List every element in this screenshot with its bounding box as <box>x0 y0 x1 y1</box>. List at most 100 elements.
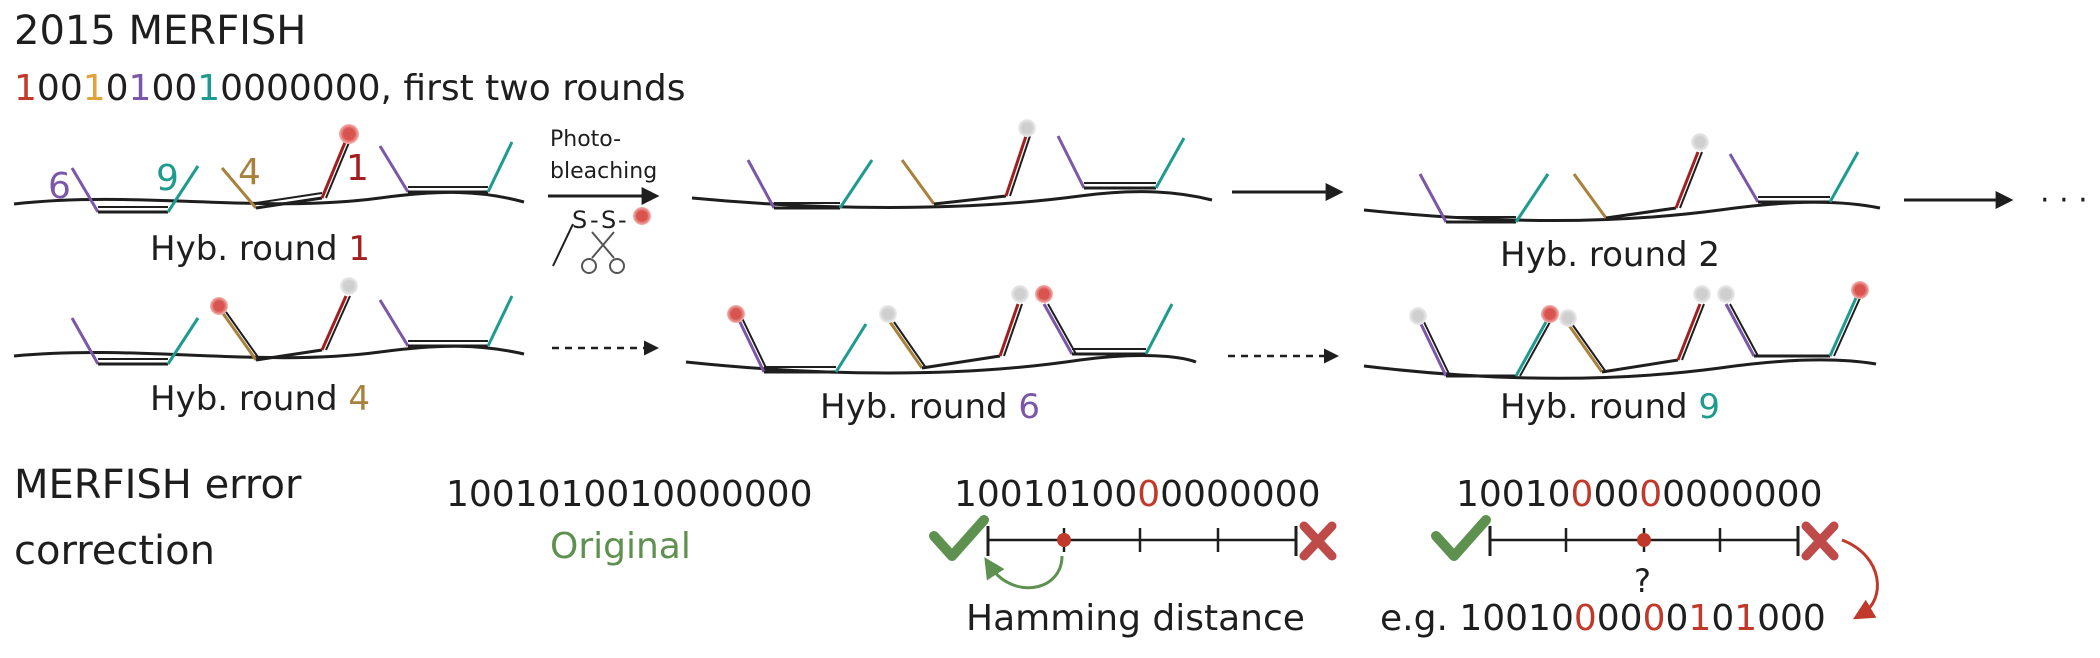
flipped-bit: 1 <box>1734 598 1757 639</box>
flipped-bit: 0 <box>1574 598 1597 639</box>
round-number: 4 <box>348 379 370 419</box>
code-part: 0 <box>1711 598 1734 639</box>
code-one-bit-error: 1001010000000000 <box>954 474 1320 515</box>
original-label: Original <box>550 526 691 567</box>
correction-arrow <box>984 555 1064 590</box>
subtitle-suffix: , first two rounds <box>381 68 686 109</box>
miscorrection-example: e.g. 1001000000101000 <box>1380 598 1826 639</box>
hamming-distance-label: Hamming distance <box>966 598 1305 639</box>
bit-4: 1 <box>83 68 106 109</box>
check-icon <box>1431 515 1491 561</box>
code-part: 00 <box>1597 598 1643 639</box>
bit-5: 0 <box>106 68 129 109</box>
round-label-9: Hyb. round 9 <box>1500 387 1720 427</box>
rna-strand <box>685 354 1197 375</box>
photobleaching-step: Photo- bleaching S - S - <box>548 127 660 274</box>
fluorophore-gray <box>1693 285 1711 303</box>
round-label-2: Hyb. round 2 <box>1500 235 1720 275</box>
original-code: 1001010010000000 <box>446 474 812 515</box>
flipped-bit: 0 <box>1571 474 1594 515</box>
fluorophore-red <box>1035 285 1053 303</box>
round-number: 6 <box>1018 387 1040 427</box>
round-number: 1 <box>348 229 370 269</box>
bit-7: 0 <box>151 68 174 109</box>
fluorophore-red <box>1851 281 1869 299</box>
ambiguous-mark: ? <box>1634 562 1651 600</box>
hyb-round-2-panel: Hyb. round 2 <box>1363 133 1881 275</box>
hyb-round-9-panel: Hyb. round 9 <box>1363 281 1877 427</box>
probe-label-4: 4 <box>238 152 261 193</box>
barcode-subtitle: 1001010010000000, first two rounds <box>14 68 685 109</box>
flipped-bit: 0 <box>1639 474 1662 515</box>
round-prefix: Hyb. round <box>1500 387 1698 427</box>
fluorophore-gray <box>1717 285 1735 303</box>
miscorrection-arrow <box>1841 538 1879 620</box>
code-part: 000 <box>1757 598 1826 639</box>
disulfide-s1: S <box>572 206 587 234</box>
error-section-title-2: correction <box>14 528 215 574</box>
round-label-1: Hyb. round 1 <box>150 229 370 269</box>
fluorophore-gray <box>1691 133 1709 151</box>
hyb-round-4-panel: Hyb. round 4 <box>13 277 525 419</box>
code-part: 0 <box>1666 598 1689 639</box>
fluorophore-red <box>1541 305 1559 323</box>
round-label-4: Hyb. round 4 <box>150 379 370 419</box>
fluorophore-red <box>633 207 651 225</box>
probe-label-6: 6 <box>48 166 71 207</box>
bit-1: 1 <box>14 68 37 109</box>
code-part: 0000000 <box>1160 474 1320 515</box>
disulfide-s2: S <box>601 206 616 234</box>
check-icon <box>929 515 989 561</box>
scissors-icon <box>581 231 625 274</box>
bit-9: 1 <box>197 68 220 109</box>
probe-label-9: 9 <box>156 158 179 199</box>
fluorophore-gray <box>1409 307 1427 325</box>
bleached-panel <box>691 119 1213 210</box>
round-prefix: Hyb. round <box>1500 235 1698 275</box>
hamming-scale-2 <box>1431 515 1879 620</box>
photobleach-label-1: Photo- <box>550 127 621 152</box>
fluorophore-red <box>210 297 228 315</box>
probe-teal <box>378 141 514 194</box>
probe-purple <box>70 165 200 214</box>
bit-13: 0 <box>289 68 312 109</box>
rna-strand <box>691 190 1213 209</box>
round-number: 9 <box>1698 387 1720 427</box>
hamming-scale-1 <box>929 515 1337 590</box>
ellipsis: · · · <box>2040 183 2088 218</box>
code-part: 10010 <box>1459 598 1574 639</box>
fluorophore-gray <box>1559 309 1577 327</box>
bit-15: 0 <box>335 68 358 109</box>
disulfide-dash1: - <box>590 206 599 234</box>
code-part: 10010 <box>1456 474 1571 515</box>
hyb-round-1-panel: 6 9 4 1 Hyb. round 1 <box>13 124 525 269</box>
probe-brown <box>220 139 351 210</box>
round-label-6: Hyb. round 6 <box>820 387 1040 427</box>
fluorophore-red <box>727 305 745 323</box>
flipped-bit: 0 <box>1643 598 1666 639</box>
probe-label-1: 1 <box>346 148 369 189</box>
fluorophore-gray <box>879 305 897 323</box>
code-part: 0000000 <box>1662 474 1822 515</box>
bit-16: 0 <box>358 68 381 109</box>
observed-point <box>1637 533 1651 547</box>
cross-icon <box>1801 521 1839 561</box>
bit-11: 0 <box>243 68 266 109</box>
bit-12: 0 <box>266 68 289 109</box>
fluorophore-gray <box>340 277 358 295</box>
fluorophore-gray <box>1011 285 1029 303</box>
fluorophore-gray <box>1018 119 1036 137</box>
photobleach-label-2: bleaching <box>550 159 657 184</box>
bit-2: 0 <box>37 68 60 109</box>
code-part: 00 <box>1593 474 1639 515</box>
code-part: 10010100 <box>954 474 1137 515</box>
linker-line <box>552 223 574 267</box>
disulfide-dash2: - <box>618 206 627 234</box>
bit-14: 0 <box>312 68 335 109</box>
flipped-bit: 1 <box>1688 598 1711 639</box>
fluorophore-red <box>339 124 359 144</box>
round-prefix: Hyb. round <box>820 387 1018 427</box>
observed-point <box>1057 533 1071 547</box>
example-prefix: e.g. <box>1380 598 1459 639</box>
